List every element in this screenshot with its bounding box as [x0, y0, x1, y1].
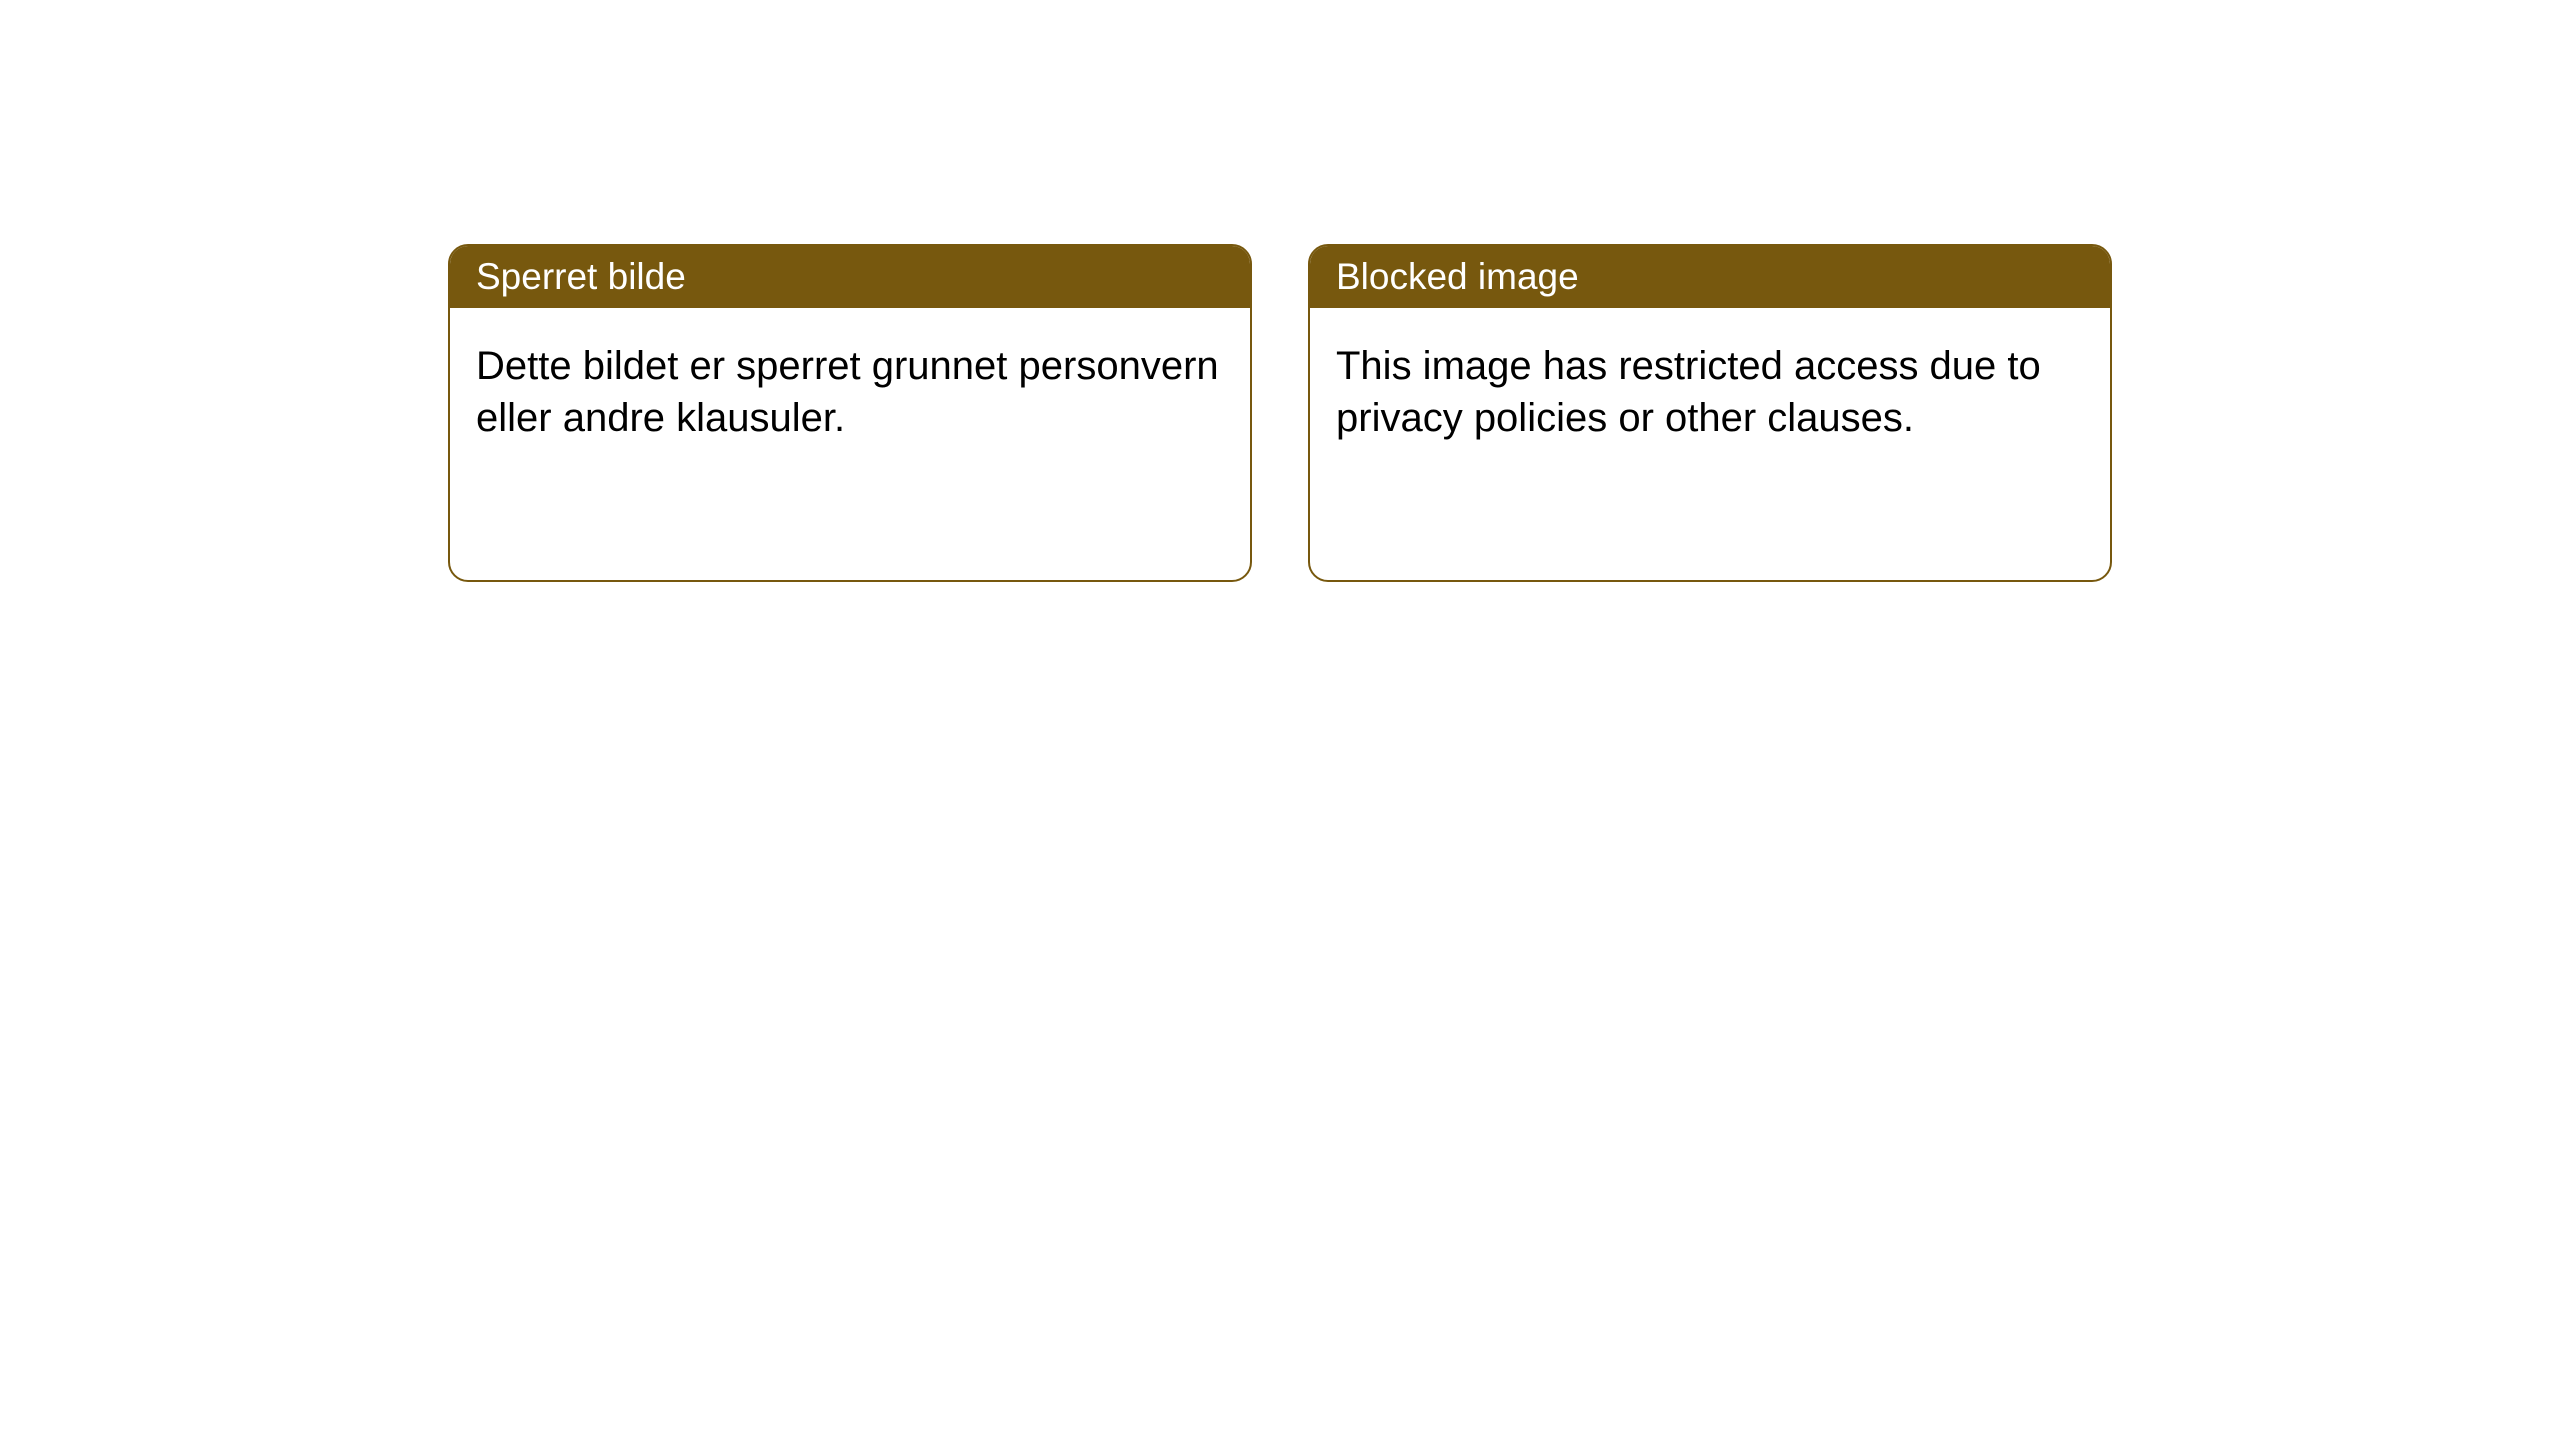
card-title-norwegian: Sperret bilde	[450, 246, 1250, 308]
card-body-norwegian: Dette bildet er sperret grunnet personve…	[450, 308, 1250, 476]
blocked-image-cards: Sperret bilde Dette bildet er sperret gr…	[448, 244, 2112, 582]
card-body-english: This image has restricted access due to …	[1310, 308, 2110, 476]
blocked-image-card-english: Blocked image This image has restricted …	[1308, 244, 2112, 582]
card-title-english: Blocked image	[1310, 246, 2110, 308]
blocked-image-card-norwegian: Sperret bilde Dette bildet er sperret gr…	[448, 244, 1252, 582]
